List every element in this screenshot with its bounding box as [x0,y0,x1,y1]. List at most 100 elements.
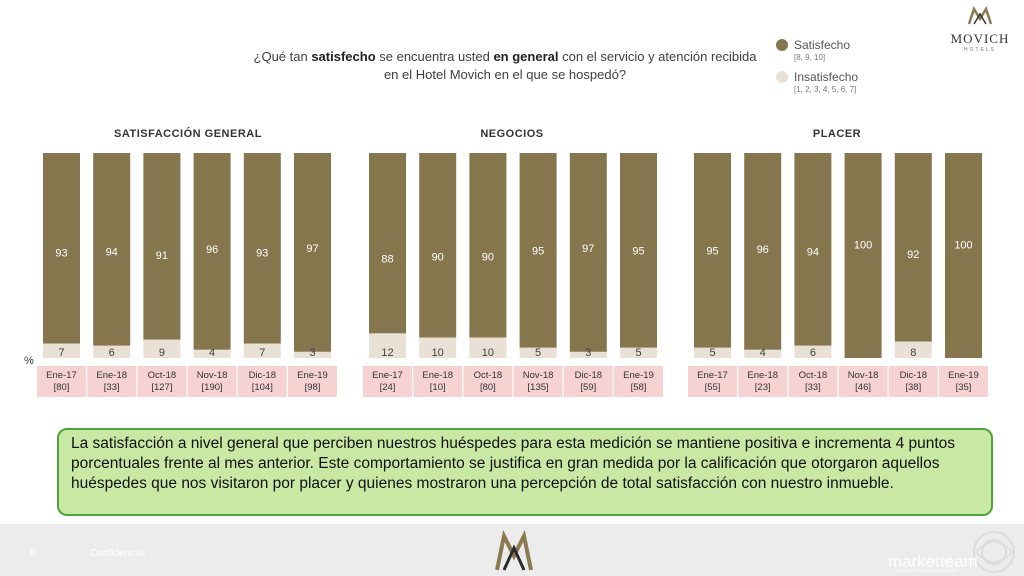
data-label-dissatisfied: 9 [159,347,165,359]
data-label-dissatisfied: 7 [259,347,265,359]
data-label-dissatisfied: 5 [535,347,541,359]
category-label-bg [513,366,563,397]
page-number: 8 [30,548,36,559]
category-label-bg [363,366,412,397]
data-label-dissatisfied: 4 [760,347,766,359]
bar-dissatisfied [620,347,657,358]
category-label: Ene-17 [697,370,728,381]
data-label-satisfied: 94 [106,247,118,259]
base-label: [33] [104,382,120,393]
bar-dissatisfied [43,343,80,358]
bar-dissatisfied [569,351,607,358]
category-label: Nov-18 [523,370,554,381]
category-label-bg [939,366,988,397]
chart-legend: Satisfecho [8, 9, 10] Insatisfecho [1, 2… [776,38,858,102]
category-label-bg [137,366,187,397]
movich-footer-logo-icon [495,530,533,571]
bar-satisfied [694,153,731,348]
data-label-dissatisfied: 12 [381,347,393,359]
base-label: [58] [631,382,647,393]
bar-dissatisfied [369,333,406,358]
category-label: Nov-18 [197,370,228,381]
bar-satisfied [294,153,331,352]
data-label-satisfied: 97 [582,243,594,255]
data-label-dissatisfied: 3 [585,347,591,359]
category-label: Ene-19 [948,370,979,381]
category-label: Dic-18 [575,370,602,381]
bar-satisfied [369,153,406,334]
category-label-bg [37,366,86,397]
bar-satisfied [894,153,932,342]
data-label-satisfied: 92 [907,249,919,261]
base-label: [24] [380,382,396,393]
data-label-dissatisfied: 8 [910,347,916,359]
category-label-bg [888,366,938,397]
base-label: [23] [755,382,771,393]
category-label-bg [738,366,788,397]
bar-dissatisfied [193,349,231,358]
data-label-satisfied: 97 [306,243,318,255]
data-label-dissatisfied: 4 [209,347,215,359]
movich-monogram-icon [967,6,993,25]
category-label-bg [187,366,237,397]
legend-swatch-satisfied [776,39,788,51]
bar-satisfied [519,153,557,348]
bar-satisfied [93,153,131,346]
data-label-dissatisfied: 10 [482,347,494,359]
chart-title-placer: PLACER [812,128,862,140]
data-label-dissatisfied: 3 [309,347,315,359]
data-label-satisfied: 100 [854,239,872,251]
data-label-satisfied: 95 [632,245,644,257]
data-label-satisfied: 96 [757,244,769,256]
legend-swatch-dissatisfied [776,71,788,83]
data-label-satisfied: 93 [55,248,67,260]
data-label-satisfied: 93 [256,248,268,260]
category-label: Ene-18 [422,370,453,381]
category-label: Oct-18 [474,370,503,381]
bar-dissatisfied [93,345,131,358]
category-label: Ene-18 [747,370,778,381]
bar-satisfied [193,153,231,350]
brand-tagline: CAMBIA TU FORMA DE VER [893,568,957,573]
ornament-icon [973,531,1015,573]
percent-sign: % [24,355,34,367]
data-label-satisfied: 100 [954,239,972,251]
bar-dissatisfied [894,341,932,358]
category-label: Ene-17 [372,370,403,381]
bar-satisfied [620,153,657,348]
bar-dissatisfied [469,337,507,358]
bar-dissatisfied [694,347,731,358]
bar-dissatisfied [419,337,457,358]
data-label-dissatisfied: 5 [709,347,715,359]
chart-title-general: SATISFACCIÓN GENERAL [114,128,262,140]
category-label-bg [788,366,838,397]
category-label: Oct-18 [799,370,828,381]
category-label: Dic-18 [249,370,276,381]
data-label-satisfied: 90 [432,251,444,263]
category-label: Ene-17 [46,370,77,381]
base-label: [80] [480,382,496,393]
data-label-satisfied: 95 [706,245,718,257]
data-label-satisfied: 95 [532,245,544,257]
data-label-dissatisfied: 7 [58,347,64,359]
bar-satisfied [419,153,457,338]
base-label: [98] [305,382,321,393]
category-label: Oct-18 [148,370,177,381]
category-label: Ene-19 [297,370,328,381]
bar-satisfied [744,153,782,350]
data-label-dissatisfied: 6 [810,347,816,359]
base-label: [59] [580,382,596,393]
data-label-satisfied: 91 [156,250,168,262]
stacked-bar-charts: 937Ene-17[80]946Ene-18[33]919Oct-18[127]… [37,153,988,397]
bar-satisfied [844,153,882,358]
base-label: [80] [54,382,70,393]
base-label: [127] [151,382,172,393]
data-label-dissatisfied: 5 [635,347,641,359]
category-label-bg [688,366,737,397]
base-label: [135] [528,382,549,393]
category-label-bg [413,366,463,397]
category-label: Dic-18 [900,370,927,381]
data-label-dissatisfied: 10 [432,347,444,359]
base-label: [55] [705,382,721,393]
category-label: Ene-18 [96,370,127,381]
